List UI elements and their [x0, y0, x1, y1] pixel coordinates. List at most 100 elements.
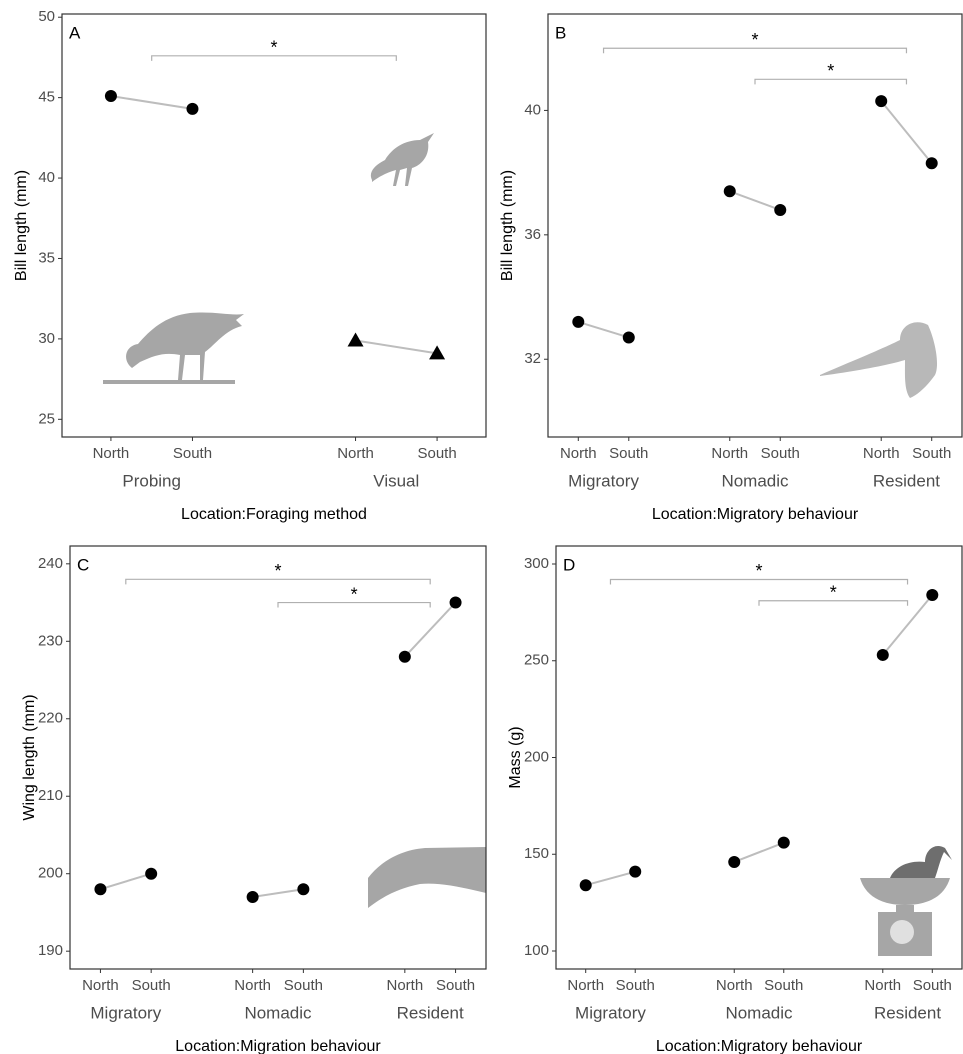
y-tick-label: 35	[38, 249, 55, 266]
marker	[186, 103, 198, 115]
x-tick-label: South	[761, 445, 800, 462]
x-tick-label: North	[337, 445, 374, 462]
marker	[623, 331, 635, 343]
marker	[572, 316, 584, 328]
connector-line	[586, 872, 636, 886]
y-tick-label: 190	[38, 942, 63, 959]
significance-label: *	[751, 30, 758, 50]
group-label: Nomadic	[725, 1003, 793, 1022]
x-tick-label: North	[560, 445, 597, 462]
visual-bird-icon	[371, 133, 434, 186]
x-tick-label: North	[864, 977, 901, 994]
y-tick-label: 200	[524, 748, 549, 765]
x-tick-label: North	[234, 977, 271, 994]
connector-line	[734, 843, 784, 862]
significance-label: *	[755, 561, 762, 581]
x-tick-label: South	[132, 977, 171, 994]
x-tick-label: North	[386, 977, 423, 994]
y-axis-label: Wing length (mm)	[21, 694, 38, 820]
plot-frame	[70, 546, 486, 969]
y-tick-label: 36	[524, 226, 541, 243]
probing-bird-icon	[103, 313, 244, 384]
marker	[247, 891, 259, 903]
y-tick-label: 50	[38, 8, 55, 25]
marker	[875, 95, 887, 107]
group-label: Nomadic	[244, 1003, 312, 1022]
x-tick-label: North	[82, 977, 119, 994]
marker	[297, 883, 309, 895]
marker	[145, 868, 157, 880]
y-tick-label: 210	[38, 787, 63, 804]
connector-line	[578, 322, 628, 338]
connector-line	[730, 191, 780, 210]
x-tick-label: North	[716, 977, 753, 994]
y-tick-label: 100	[524, 942, 549, 959]
marker	[728, 856, 740, 868]
y-axis-label: Bill length (mm)	[499, 170, 516, 281]
x-tick-label: South	[417, 445, 456, 462]
silhouettes	[103, 133, 952, 956]
marker	[926, 157, 938, 169]
x-axis-label: Location:Foraging method	[181, 506, 367, 523]
significance-label: *	[827, 61, 834, 81]
marker	[94, 883, 106, 895]
x-tick-label: South	[284, 977, 323, 994]
group-label: Resident	[874, 1003, 941, 1022]
bill-icon	[820, 322, 937, 398]
connector-line	[100, 874, 151, 889]
y-tick-label: 220	[38, 710, 63, 727]
x-tick-label: South	[616, 977, 655, 994]
y-axis-label: Bill length (mm)	[13, 170, 30, 281]
group-label: Probing	[122, 471, 181, 490]
x-tick-label: South	[913, 977, 952, 994]
scale-icon	[860, 846, 952, 956]
marker	[450, 597, 462, 609]
y-tick-label: 200	[38, 865, 63, 882]
y-tick-label: 45	[38, 89, 55, 106]
significance-label: *	[270, 38, 277, 58]
group-label: Resident	[873, 471, 940, 490]
marker	[877, 649, 889, 661]
significance-label: *	[830, 583, 837, 603]
panel-label: C	[77, 555, 89, 574]
x-tick-label: North	[863, 445, 900, 462]
marker	[348, 332, 364, 346]
plot-frame	[548, 14, 962, 437]
x-tick-label: South	[764, 977, 803, 994]
panel-label: D	[563, 555, 575, 574]
y-tick-label: 40	[524, 101, 541, 118]
y-tick-label: 30	[38, 330, 55, 347]
marker	[724, 185, 736, 197]
marker	[774, 204, 786, 216]
x-tick-label: South	[436, 977, 475, 994]
y-axis-label: Mass (g)	[507, 726, 524, 788]
marker	[629, 866, 641, 878]
marker	[105, 90, 117, 102]
x-tick-label: North	[711, 445, 748, 462]
group-label: Migratory	[90, 1003, 161, 1022]
x-tick-label: South	[609, 445, 648, 462]
significance-label: *	[351, 584, 358, 604]
connector-line	[881, 101, 931, 163]
x-tick-label: North	[93, 445, 130, 462]
y-tick-label: 32	[524, 350, 541, 367]
connector-line	[356, 340, 438, 353]
connector-line	[405, 603, 456, 657]
x-tick-label: North	[567, 977, 604, 994]
marker	[778, 837, 790, 849]
marker	[580, 879, 592, 891]
marker	[926, 589, 938, 601]
group-label: Resident	[397, 1003, 464, 1022]
panel-label: B	[555, 23, 566, 42]
group-label: Visual	[373, 471, 419, 490]
y-tick-label: 40	[38, 169, 55, 186]
y-tick-label: 230	[38, 632, 63, 649]
y-tick-label: 25	[38, 410, 55, 427]
y-tick-label: 300	[524, 555, 549, 572]
marker	[399, 651, 411, 663]
x-axis-label: Location:Migration behaviour	[175, 1038, 381, 1054]
wing-icon	[368, 847, 486, 908]
y-tick-label: 250	[524, 652, 549, 669]
figure: A253035404550Bill length (mm)Location:Fo…	[0, 0, 963, 1054]
plot-frame	[62, 14, 486, 437]
